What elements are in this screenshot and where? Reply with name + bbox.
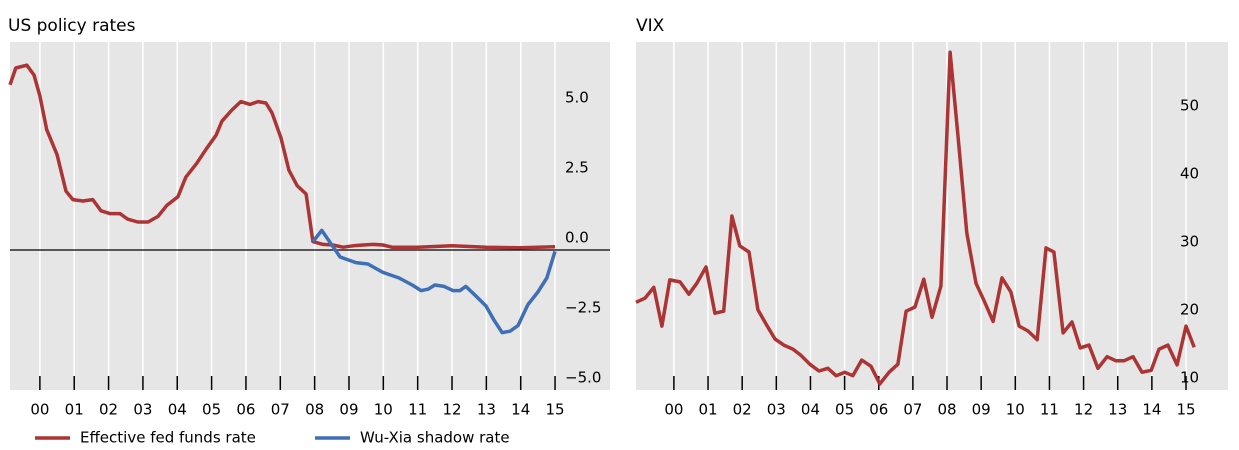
x-tick-label: 10 — [1006, 401, 1025, 419]
x-tick-label: 08 — [937, 401, 956, 419]
x-tick-label: 15 — [1176, 401, 1195, 419]
x-tick-label: 13 — [477, 401, 496, 419]
x-tick-label: 06 — [236, 401, 255, 419]
chart-title: VIX — [636, 16, 665, 36]
x-tick-label: 00 — [664, 401, 683, 419]
x-tick-label: 05 — [202, 401, 221, 419]
x-tick-label: 00 — [30, 401, 49, 419]
x-tick-label: 06 — [869, 401, 888, 419]
y-tick-label: 40 — [1180, 165, 1199, 183]
y-tick-label: 0.0 — [565, 229, 589, 247]
x-tick-label: 03 — [767, 401, 786, 419]
chart-title: US policy rates — [8, 16, 136, 36]
x-tick-label: 12 — [1074, 401, 1093, 419]
x-tick-label: 14 — [511, 401, 530, 419]
x-tick-label: 15 — [546, 401, 565, 419]
x-tick-label: 07 — [903, 401, 922, 419]
x-tick-label: 05 — [835, 401, 854, 419]
y-tick-label: −5.0 — [565, 369, 601, 387]
x-tick-label: 04 — [168, 401, 187, 419]
y-tick-label: −2.5 — [565, 299, 601, 317]
x-tick-label: 01 — [65, 401, 84, 419]
x-tick-label: 07 — [271, 401, 290, 419]
line-series — [8, 63, 556, 250]
y-tick-label: 20 — [1180, 301, 1199, 319]
x-tick-label: 03 — [133, 401, 152, 419]
x-tick-label: 08 — [305, 401, 324, 419]
plot-area — [636, 42, 1228, 390]
x-tick-label: 13 — [1108, 401, 1127, 419]
x-tick-label: 01 — [698, 401, 717, 419]
x-tick-label: 11 — [408, 401, 427, 419]
x-tick-label: 12 — [442, 401, 461, 419]
y-tick-label: 50 — [1180, 97, 1199, 115]
x-tick-label: 02 — [99, 401, 118, 419]
x-tick-label: 14 — [1142, 401, 1161, 419]
line-series — [635, 50, 1196, 386]
line-series — [311, 228, 557, 335]
x-tick-label: 02 — [733, 401, 752, 419]
x-tick-label: 11 — [1040, 401, 1059, 419]
y-tick-label: 5.0 — [565, 89, 589, 107]
x-tick-label: 09 — [972, 401, 991, 419]
x-tick-label: 09 — [339, 401, 358, 419]
x-tick-label: 10 — [374, 401, 393, 419]
legend-label: Wu-Xia shadow rate — [360, 429, 510, 447]
y-tick-label: 30 — [1180, 233, 1199, 251]
x-tick-label: 04 — [801, 401, 820, 419]
y-tick-label: 2.5 — [565, 159, 589, 177]
y-tick-label: 10 — [1180, 369, 1199, 387]
legend-label: Effective fed funds rate — [80, 429, 256, 447]
